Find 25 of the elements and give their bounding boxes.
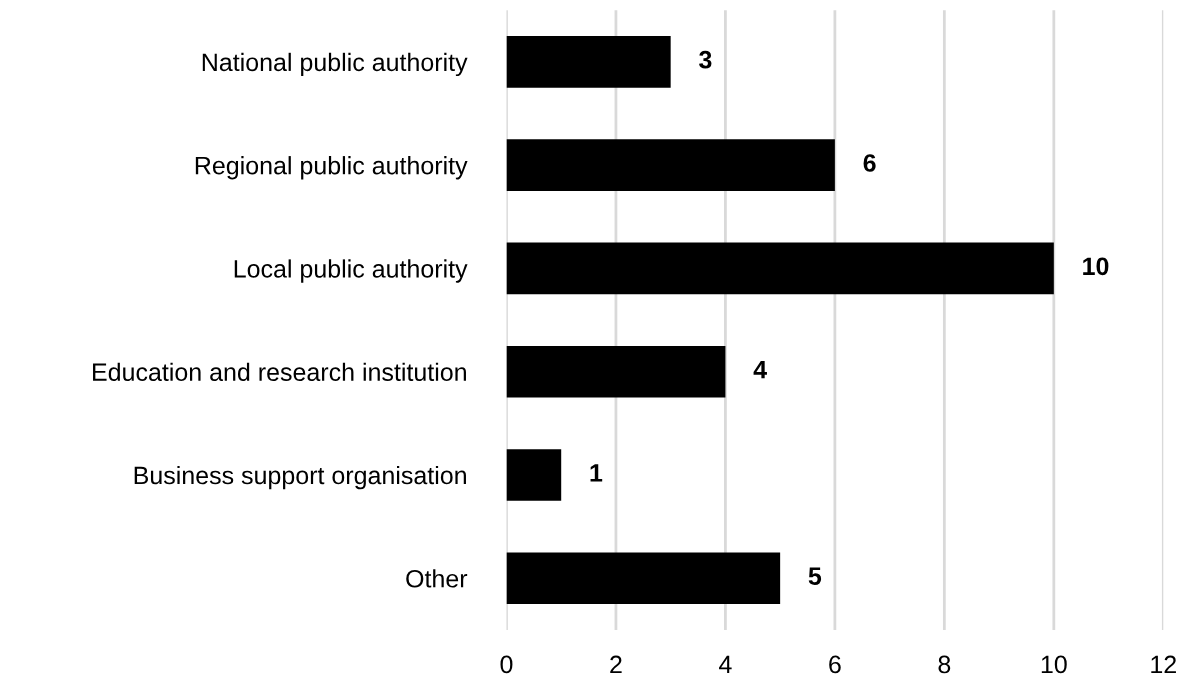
data-label: 5: [808, 567, 822, 585]
x-tick-label: 2: [610, 655, 622, 674]
bar: [506, 139, 835, 191]
y-tick-label: Local public authority: [234, 259, 468, 283]
data-label: 6: [863, 154, 876, 172]
data-label: 3: [699, 50, 712, 69]
y-tick-label: Education and research institution: [93, 362, 466, 382]
x-tick-label: 0: [500, 655, 513, 674]
x-tick-label: 8: [938, 655, 951, 674]
x-tick-label: 6: [829, 655, 841, 674]
bar: [506, 345, 726, 398]
x-tick-label: 4: [719, 655, 732, 674]
y-tick-label: Other: [406, 569, 468, 588]
bar: [506, 449, 562, 501]
y-tick-label: Business support organisation: [134, 465, 466, 490]
bar: [506, 242, 1054, 295]
x-tick-label: 12: [1151, 655, 1176, 674]
bar: [506, 36, 671, 88]
bar: [506, 552, 781, 605]
data-label: 10: [1083, 257, 1109, 276]
data-label: 1: [590, 464, 603, 482]
y-tick-label: Regional public authority: [195, 156, 468, 180]
y-tick-label: National public authority: [202, 52, 468, 77]
x-tick-label: 10: [1041, 655, 1067, 674]
data-label: 4: [753, 360, 767, 379]
